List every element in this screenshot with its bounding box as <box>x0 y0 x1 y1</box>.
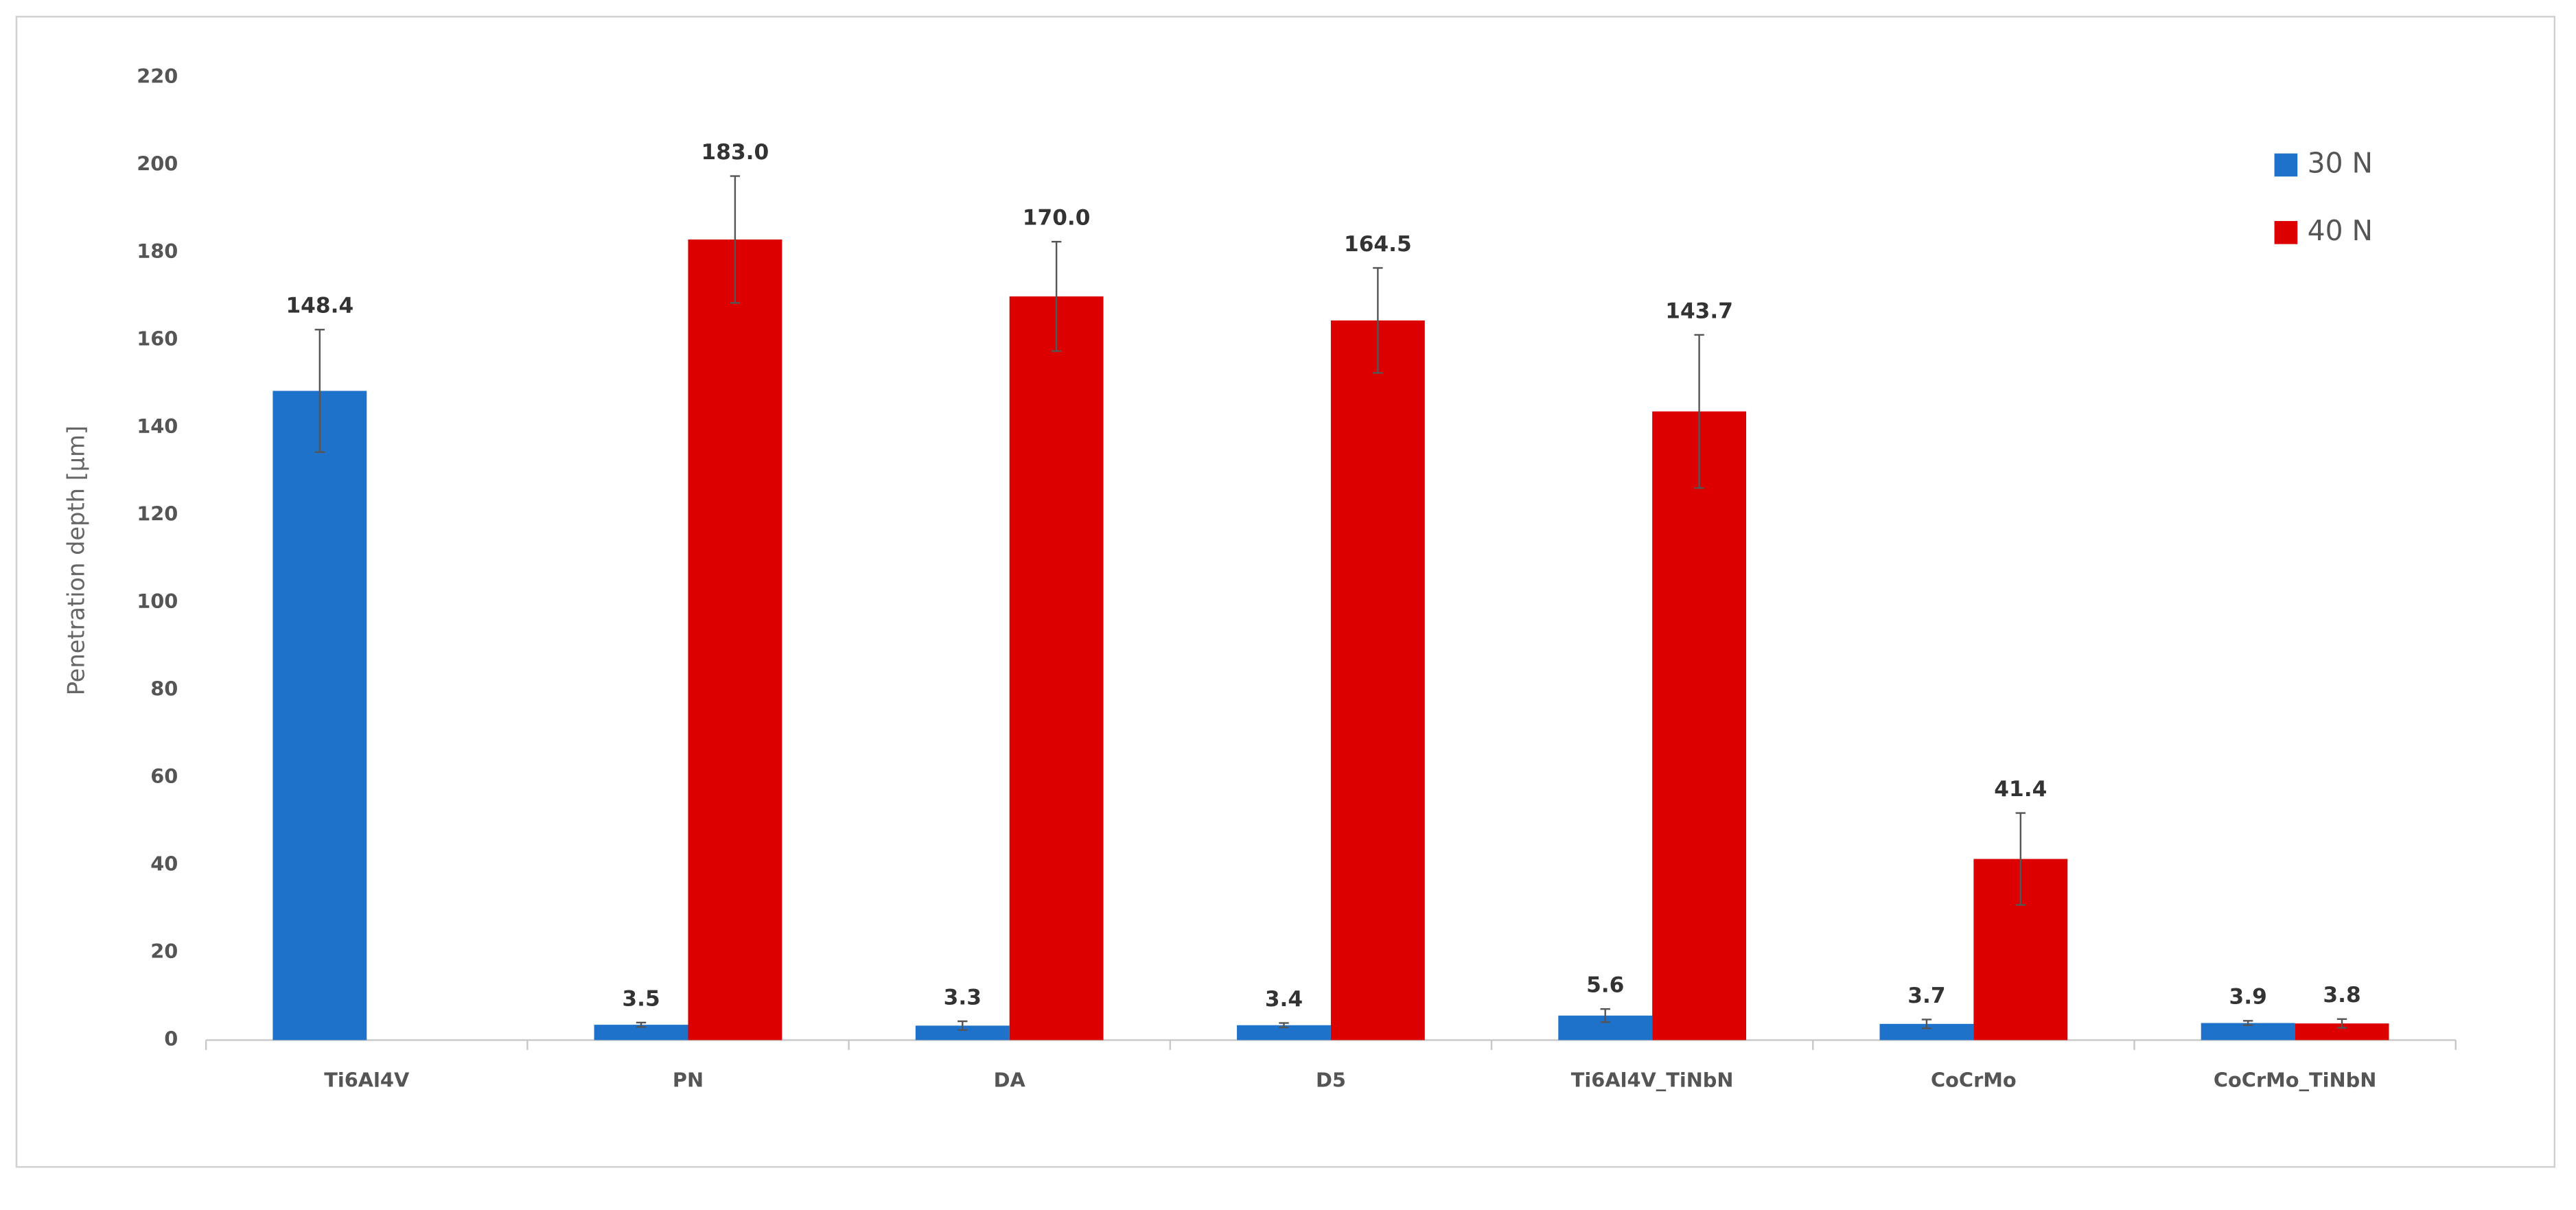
legend-label: 40 N <box>2308 214 2373 247</box>
error-bar <box>730 175 741 304</box>
value-label: 183.0 <box>701 140 769 165</box>
error-bar <box>1600 1008 1610 1023</box>
bar <box>915 1025 1010 1040</box>
legend-swatch <box>2274 221 2298 244</box>
value-label: 3.7 <box>1907 984 1945 1008</box>
y-tick-label: 200 <box>137 152 178 176</box>
y-tick-label: 220 <box>137 65 178 88</box>
error-bar <box>2336 1018 2347 1029</box>
y-tick-label: 120 <box>137 502 178 526</box>
error-bar <box>1051 240 1062 352</box>
value-label: 3.4 <box>1265 987 1303 1012</box>
bar <box>1237 1025 1331 1040</box>
error-bar <box>1373 267 1383 374</box>
value-label: 5.6 <box>1586 973 1624 998</box>
y-tick-label: 40 <box>150 852 178 875</box>
value-label: 3.5 <box>622 986 660 1011</box>
error-bar <box>958 1020 968 1031</box>
y-tick-label: 0 <box>164 1027 178 1050</box>
bar <box>272 391 367 1040</box>
value-label: 148.4 <box>286 294 353 318</box>
y-tick-label: 80 <box>150 677 178 700</box>
value-label: 3.3 <box>944 985 982 1010</box>
error-bar <box>2015 812 2026 906</box>
bar <box>1330 320 1425 1040</box>
y-tick-label: 20 <box>150 940 178 963</box>
x-tick-label: DA <box>994 1068 1026 1091</box>
legend-label: 30 N <box>2308 146 2373 179</box>
y-tick-label: 100 <box>137 590 178 613</box>
value-label: 164.5 <box>1344 232 1412 257</box>
bar <box>688 239 782 1040</box>
x-tick-label: Ti6Al4V <box>324 1068 410 1091</box>
error-bar <box>314 329 325 453</box>
value-label: 143.7 <box>1665 299 1733 323</box>
y-tick-label: 140 <box>137 415 178 438</box>
y-axis-title: Penetration depth [µm] <box>62 426 89 695</box>
x-tick-label: CoCrMo_TiNbN <box>2214 1068 2376 1091</box>
bar <box>1009 296 1104 1040</box>
value-label: 170.0 <box>1023 206 1091 231</box>
x-tick-label: CoCrMo <box>1931 1068 2017 1091</box>
bar <box>1879 1023 1974 1040</box>
bar <box>594 1025 688 1040</box>
y-tick-label: 160 <box>137 327 178 351</box>
error-bar <box>1921 1019 1932 1029</box>
y-tick-label: 180 <box>137 240 178 263</box>
error-bar <box>636 1021 647 1028</box>
error-bar <box>1694 334 1704 489</box>
y-tick-label: 60 <box>150 765 178 788</box>
bar <box>1652 411 1747 1040</box>
error-bar <box>1279 1022 1289 1029</box>
legend-swatch <box>2274 153 2298 177</box>
x-tick-label: Ti6Al4V_TiNbN <box>1571 1068 1734 1091</box>
value-label: 41.4 <box>1994 777 2047 802</box>
chart-frame <box>15 16 2555 1168</box>
value-label: 3.9 <box>2229 985 2267 1010</box>
value-label: 3.8 <box>2323 983 2360 1008</box>
error-bar <box>2242 1020 2253 1026</box>
x-tick-label: D5 <box>1316 1068 1346 1091</box>
x-tick-label: PN <box>673 1068 704 1091</box>
